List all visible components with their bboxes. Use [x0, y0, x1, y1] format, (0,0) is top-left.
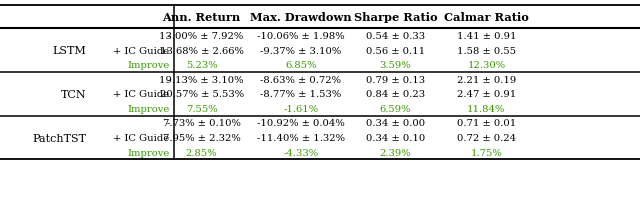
Text: TCN: TCN — [61, 89, 86, 99]
Text: 2.85%: 2.85% — [186, 148, 218, 157]
Text: 20.57% ± 5.53%: 20.57% ± 5.53% — [159, 90, 244, 99]
Text: Calmar Ratio: Calmar Ratio — [444, 12, 529, 23]
Text: 7.95% ± 2.32%: 7.95% ± 2.32% — [163, 133, 241, 142]
Text: + IC Guide: + IC Guide — [113, 90, 170, 99]
Text: 2.47 ± 0.91: 2.47 ± 0.91 — [457, 90, 516, 99]
Text: 7.73% ± 0.10%: 7.73% ± 0.10% — [163, 119, 241, 128]
Text: -4.33%: -4.33% — [284, 148, 318, 157]
Text: 0.54 ± 0.33: 0.54 ± 0.33 — [366, 32, 425, 41]
Text: 19.13% ± 3.10%: 19.13% ± 3.10% — [159, 76, 244, 84]
Text: -8.77% ± 1.53%: -8.77% ± 1.53% — [260, 90, 341, 99]
Text: 6.85%: 6.85% — [285, 61, 317, 70]
Text: Ann. Return: Ann. Return — [163, 12, 241, 23]
Text: 0.34 ± 0.10: 0.34 ± 0.10 — [366, 133, 425, 142]
Text: -: - — [166, 76, 170, 84]
Text: Sharpe Ratio: Sharpe Ratio — [354, 12, 437, 23]
Text: LSTM: LSTM — [52, 46, 86, 56]
Text: 0.79 ± 0.13: 0.79 ± 0.13 — [366, 76, 425, 84]
Text: 11.84%: 11.84% — [467, 104, 506, 113]
Text: Improve: Improve — [127, 148, 170, 157]
Text: 13.68% ± 2.66%: 13.68% ± 2.66% — [159, 46, 244, 56]
Text: -9.37% ± 3.10%: -9.37% ± 3.10% — [260, 46, 341, 56]
Text: Improve: Improve — [127, 61, 170, 70]
Text: 1.58 ± 0.55: 1.58 ± 0.55 — [457, 46, 516, 56]
Text: 2.39%: 2.39% — [380, 148, 412, 157]
Text: PatchTST: PatchTST — [33, 133, 86, 143]
Text: + IC Guide: + IC Guide — [113, 133, 170, 142]
Text: 0.56 ± 0.11: 0.56 ± 0.11 — [366, 46, 425, 56]
Text: -11.40% ± 1.32%: -11.40% ± 1.32% — [257, 133, 345, 142]
Text: 6.59%: 6.59% — [380, 104, 412, 113]
Text: -10.06% ± 1.98%: -10.06% ± 1.98% — [257, 32, 344, 41]
Text: 0.84 ± 0.23: 0.84 ± 0.23 — [366, 90, 425, 99]
Text: Improve: Improve — [127, 104, 170, 113]
Text: -10.92% ± 0.04%: -10.92% ± 0.04% — [257, 119, 345, 128]
Text: -1.61%: -1.61% — [284, 104, 318, 113]
Text: -: - — [166, 32, 170, 41]
Text: 0.71 ± 0.01: 0.71 ± 0.01 — [457, 119, 516, 128]
Text: -8.63% ± 0.72%: -8.63% ± 0.72% — [260, 76, 341, 84]
Text: 0.34 ± 0.00: 0.34 ± 0.00 — [366, 119, 425, 128]
Text: + IC Guide: + IC Guide — [113, 46, 170, 56]
Text: Max. Drawdown: Max. Drawdown — [250, 12, 351, 23]
Text: 1.41 ± 0.91: 1.41 ± 0.91 — [457, 32, 516, 41]
Text: 3.59%: 3.59% — [380, 61, 412, 70]
Text: 13.00% ± 7.92%: 13.00% ± 7.92% — [159, 32, 244, 41]
Text: 1.75%: 1.75% — [470, 148, 502, 157]
Text: 0.72 ± 0.24: 0.72 ± 0.24 — [457, 133, 516, 142]
Text: 12.30%: 12.30% — [467, 61, 506, 70]
Text: -: - — [166, 119, 170, 128]
Text: 7.55%: 7.55% — [186, 104, 218, 113]
Text: 5.23%: 5.23% — [186, 61, 218, 70]
Text: 2.21 ± 0.19: 2.21 ± 0.19 — [457, 76, 516, 84]
